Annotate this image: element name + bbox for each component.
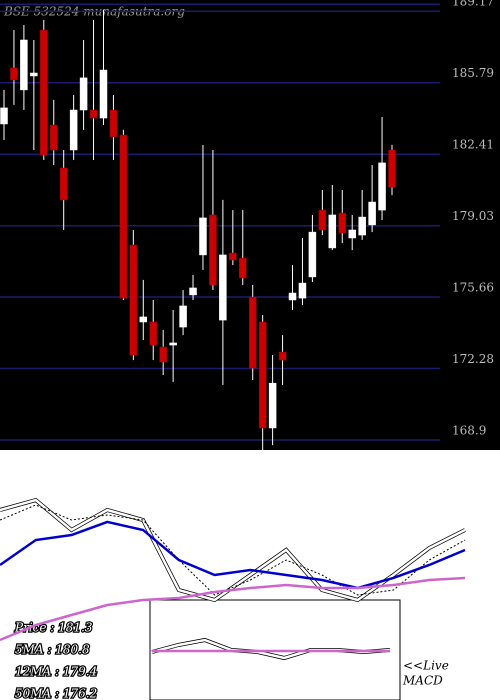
candle-body <box>69 109 78 151</box>
y-tick-label: 172.28 <box>452 352 494 366</box>
candle-body <box>129 244 138 356</box>
series-line <box>0 576 466 642</box>
y-tick-label: 185.79 <box>452 66 494 80</box>
candle-body <box>308 231 317 278</box>
legend-entry: Price : 181.3 <box>14 621 93 635</box>
series-line <box>0 504 466 596</box>
candle-body <box>109 109 118 138</box>
y-tick-label: 189.5 <box>452 0 486 2</box>
candle-body <box>318 209 327 231</box>
candle-body <box>348 229 356 239</box>
candle-body <box>10 67 18 81</box>
candle-body <box>248 296 257 369</box>
macd-title: <<Live <box>403 659 449 673</box>
candle-body <box>298 282 307 299</box>
candle-body <box>119 134 128 299</box>
y-tick-label: 179.03 <box>452 209 494 223</box>
candle-body <box>89 109 98 119</box>
candle-body <box>229 252 237 261</box>
candle-body <box>79 77 88 111</box>
candle-body <box>149 321 157 346</box>
candle-body <box>378 162 386 211</box>
candle-body <box>278 351 287 361</box>
candle-body <box>159 346 167 363</box>
candle-body <box>49 124 58 151</box>
candle-body <box>189 287 197 296</box>
candle-body <box>179 305 187 328</box>
y-tick-label: 189.17 <box>452 0 494 9</box>
y-tick-label: 168.9 <box>452 424 486 438</box>
y-tick-label: 175.66 <box>452 281 494 295</box>
candle-body <box>20 39 28 91</box>
y-tick-label: 182.41 <box>452 138 494 152</box>
candle-body <box>368 201 376 226</box>
candle-body <box>0 107 8 125</box>
candle-body <box>139 316 148 323</box>
candle-body <box>99 69 108 119</box>
legend-entry: 12MA : 179.4 <box>15 665 97 679</box>
macd-title: MACD <box>402 674 443 688</box>
series-line <box>0 520 466 590</box>
candle-body <box>358 216 366 236</box>
candle-body <box>40 29 48 156</box>
candle-body <box>30 72 38 77</box>
legend-entry: 50MA : 176.2 <box>15 687 97 700</box>
candle-body <box>288 292 297 301</box>
candle-body <box>258 321 267 429</box>
candle-body <box>328 214 337 249</box>
candle-body <box>239 257 247 279</box>
candle-body <box>388 149 396 188</box>
candle-body <box>59 167 68 201</box>
candle-body <box>209 214 217 286</box>
candle-body <box>219 254 227 321</box>
legend-entry: 5MA : 180.8 <box>15 643 90 657</box>
candle-body <box>268 382 277 429</box>
candle-body <box>199 217 207 256</box>
candle-body <box>338 212 347 234</box>
candle-body <box>169 342 177 346</box>
